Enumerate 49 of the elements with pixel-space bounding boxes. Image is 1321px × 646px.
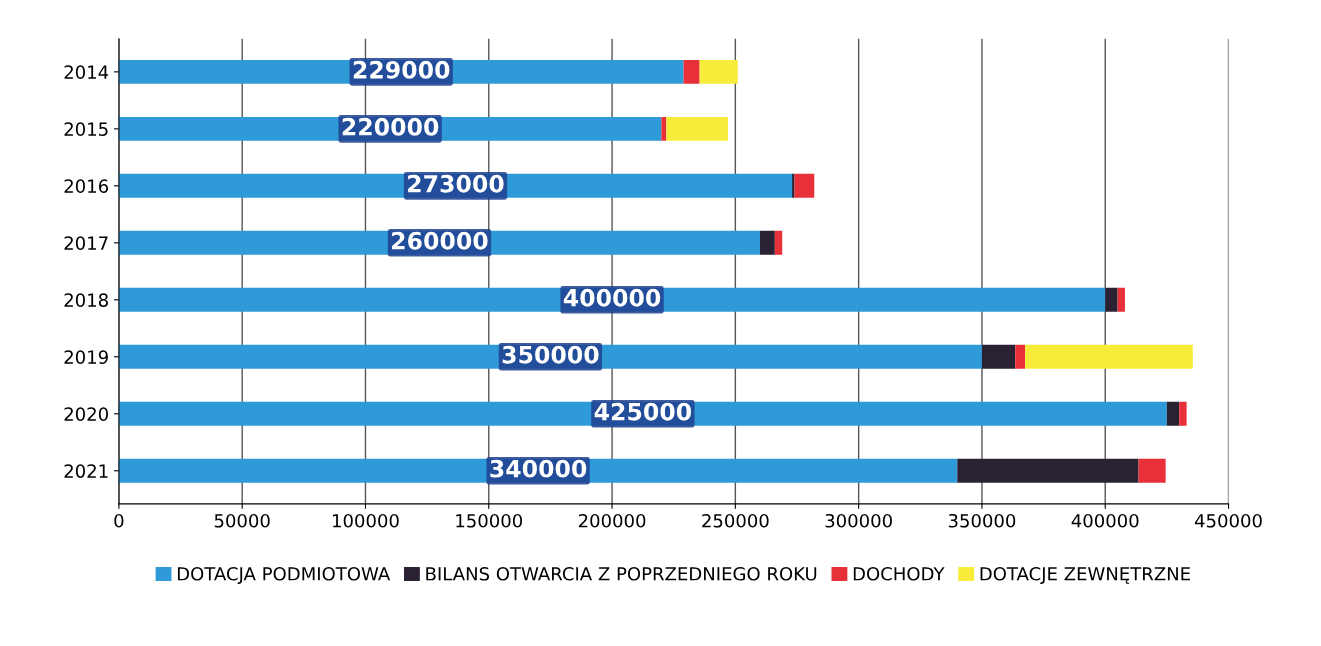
x-tick-label: 450000 (1194, 513, 1262, 528)
data-label: 350000 (502, 345, 599, 364)
bar (774, 230, 783, 255)
bar (981, 344, 1016, 369)
data-label: 273000 (408, 174, 504, 193)
x-tick-label: 200000 (578, 513, 646, 528)
bar (666, 116, 728, 141)
x-tick-label: 400000 (1071, 513, 1139, 528)
legend-label: DOTACJE ZEWNĘTRZNE (980, 566, 1190, 584)
bar (1138, 458, 1166, 483)
bar (760, 230, 775, 255)
bar (1179, 401, 1187, 426)
legend-label: BILANS OTWARCIA Z POPRZEDNIEGO ROKU (426, 566, 817, 581)
bar (1117, 287, 1125, 312)
bar (1166, 401, 1180, 426)
data-label: 340000 (490, 459, 587, 478)
x-tick-label: 350000 (948, 513, 1016, 528)
bar (118, 401, 1167, 426)
x-tick-label: 300000 (825, 513, 892, 528)
bar (794, 173, 815, 198)
y-tick-label: 2019 (64, 350, 108, 364)
y-tick-label: 2015 (64, 122, 108, 136)
x-tick-label: 250000 (702, 513, 769, 528)
y-tick-label: 2014 (64, 65, 109, 79)
bar (118, 287, 1106, 312)
y-tick-label: 2020 (64, 407, 108, 421)
bar (699, 59, 738, 84)
legend-label: DOTACJA PODMIOTOWA (177, 566, 391, 584)
data-label: 260000 (392, 231, 488, 250)
bar (792, 173, 795, 198)
data-label: 220000 (342, 117, 439, 136)
bar (683, 59, 700, 84)
y-tick-label: 2017 (64, 236, 108, 250)
data-label: 400000 (563, 288, 661, 307)
bar (1105, 287, 1118, 312)
y-tick-label: 2016 (64, 179, 109, 193)
x-tick-label: 50000 (214, 513, 270, 528)
data-label: 229000 (353, 60, 450, 79)
legend-label: DOCHODY (853, 566, 945, 581)
y-tick-label: 2018 (64, 293, 108, 307)
bar (661, 116, 667, 141)
x-tick-label: 100000 (333, 513, 399, 528)
x-tick-label: 0 (114, 513, 124, 528)
bar (1015, 344, 1026, 369)
bar (1025, 344, 1193, 369)
data-label: 425000 (594, 402, 692, 421)
bar (957, 458, 1139, 483)
y-tick-label: 2021 (64, 464, 108, 478)
x-tick-label: 150000 (456, 513, 523, 528)
